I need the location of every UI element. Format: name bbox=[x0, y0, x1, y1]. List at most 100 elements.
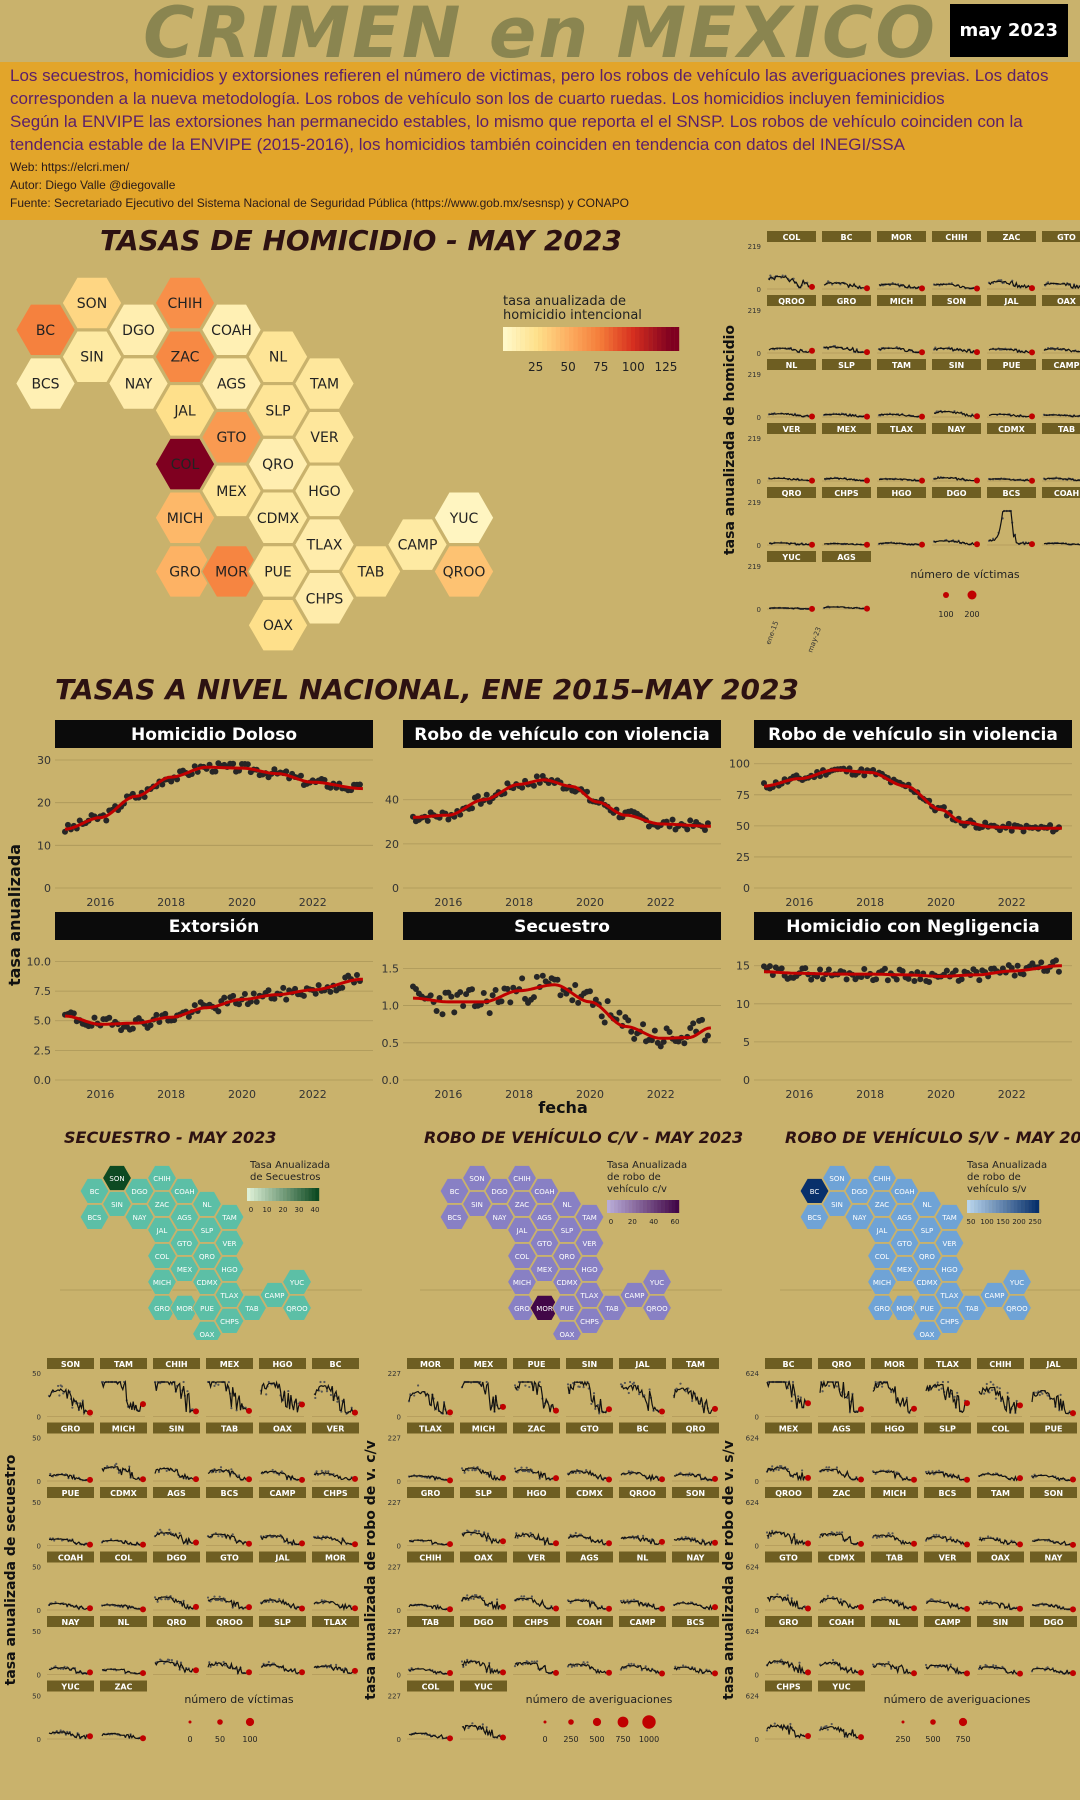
panel-point bbox=[992, 1383, 995, 1386]
panel-point bbox=[776, 1661, 779, 1664]
panel-label-yuc: YUC bbox=[831, 1683, 850, 1692]
panel-point bbox=[516, 1536, 519, 1539]
panel-ytop: 219 bbox=[748, 435, 761, 443]
state-label-cdmx: CDMX bbox=[916, 1279, 937, 1287]
panel-trend bbox=[48, 1538, 89, 1546]
panel-last-point bbox=[140, 1541, 146, 1548]
legend-color-step bbox=[1031, 1200, 1036, 1213]
panel-point bbox=[825, 1466, 828, 1469]
data-point bbox=[489, 992, 496, 999]
legend-color-step bbox=[507, 327, 512, 351]
state-hex-yuc bbox=[281, 1268, 313, 1295]
y-tick: 5 bbox=[743, 1036, 750, 1049]
state-hex-dgo bbox=[484, 1177, 515, 1204]
legend-color-step bbox=[516, 327, 521, 351]
legend-tick: 200 bbox=[1012, 1218, 1025, 1226]
data-point bbox=[297, 772, 304, 779]
panel-trend bbox=[988, 478, 1031, 482]
panel-last-point bbox=[805, 1474, 811, 1481]
panel-point bbox=[891, 1532, 894, 1535]
panel-point bbox=[324, 1470, 327, 1473]
state-label-gro: GRO bbox=[169, 564, 201, 580]
panel-point bbox=[632, 1663, 636, 1666]
data-point bbox=[159, 781, 166, 788]
panel-trend bbox=[988, 348, 1031, 354]
panel-label-chps: CHPS bbox=[323, 1489, 347, 1498]
panel-last-point bbox=[352, 1667, 358, 1674]
state-hex-zac bbox=[866, 1190, 898, 1217]
panel-point bbox=[520, 1595, 523, 1598]
state-hex-gro bbox=[146, 1294, 178, 1321]
panel-point bbox=[990, 1389, 994, 1392]
state-label-col: COL bbox=[515, 1253, 529, 1261]
panel-label-sin: SIN bbox=[169, 1425, 184, 1434]
legend-title-line: Tasa Anualizada bbox=[249, 1160, 330, 1171]
state-label-zac: ZAC bbox=[155, 1201, 169, 1209]
legend-label: 0 bbox=[542, 1735, 547, 1744]
state-hex-cdmx bbox=[551, 1268, 583, 1295]
data-point bbox=[604, 998, 611, 1005]
state-label-mex: MEX bbox=[177, 1266, 192, 1274]
panel-last-point bbox=[447, 1409, 453, 1416]
legend-tick: 40 bbox=[649, 1218, 658, 1226]
state-hex-slp bbox=[247, 383, 309, 438]
panel-trend bbox=[823, 282, 866, 290]
panel-point bbox=[777, 1468, 780, 1472]
state-hex-ver bbox=[214, 1229, 245, 1256]
panel-point bbox=[578, 1385, 581, 1388]
panel-label-slp: SLP bbox=[838, 361, 855, 370]
panel-trend bbox=[872, 1534, 913, 1546]
panel-trend bbox=[514, 1597, 554, 1610]
panel-strip bbox=[100, 1487, 147, 1498]
panel-trend bbox=[461, 1531, 502, 1545]
panel-trend bbox=[823, 413, 866, 418]
panel-trend bbox=[933, 476, 975, 482]
panel-strip bbox=[767, 551, 816, 562]
panel-label-camp: CAMP bbox=[1054, 361, 1080, 370]
panel-trend bbox=[673, 1666, 713, 1675]
panel-last-point bbox=[87, 1409, 93, 1416]
panel-label-jal: JAL bbox=[274, 1554, 289, 1563]
state-label-hgo: HGO bbox=[221, 1266, 238, 1274]
data-point bbox=[699, 1016, 706, 1023]
panel-trend bbox=[207, 1661, 248, 1675]
panel-label-mich: MICH bbox=[112, 1425, 136, 1434]
panel-point bbox=[163, 1533, 166, 1536]
panel-label-gto: GTO bbox=[580, 1425, 599, 1434]
state-label-oax: OAX bbox=[920, 1331, 935, 1339]
panel-trend bbox=[514, 1661, 555, 1674]
panel-yzero: 0 bbox=[755, 1414, 759, 1422]
legend-tick: 100 bbox=[980, 1218, 993, 1226]
data-point bbox=[539, 772, 546, 779]
state-hex-chih bbox=[154, 276, 216, 330]
state-label-dgo: DGO bbox=[122, 323, 155, 339]
state-hex-oax bbox=[247, 598, 309, 652]
state-hex-dgo bbox=[107, 303, 170, 357]
small-multiples-ylabel: tasa anualizada de homicidio bbox=[722, 325, 738, 555]
panel-point bbox=[327, 1470, 330, 1473]
panel-trend bbox=[769, 607, 810, 610]
panel-last-point bbox=[974, 541, 980, 548]
web-link[interactable]: Web: https://elcri.men/ bbox=[10, 160, 130, 174]
panel-point bbox=[874, 1472, 877, 1476]
panel-label-oax: OAX bbox=[1057, 297, 1077, 306]
chart-title: Robo de vehículo sin violencia bbox=[768, 725, 1058, 745]
panel-strip bbox=[987, 231, 1036, 242]
panel-label-nl: NL bbox=[889, 1618, 901, 1627]
legend-tick: 0 bbox=[249, 1206, 253, 1214]
state-label-qro: QRO bbox=[199, 1253, 215, 1261]
panel-point bbox=[231, 1533, 234, 1536]
state-label-chih: CHIH bbox=[513, 1175, 530, 1183]
panel-point bbox=[988, 1391, 991, 1394]
legend-label: 250 bbox=[895, 1735, 910, 1744]
panel-point bbox=[470, 1533, 473, 1536]
state-label-nl: NL bbox=[202, 1201, 211, 1209]
y-tick: 10 bbox=[736, 998, 750, 1011]
panel-point bbox=[1038, 1393, 1041, 1397]
panel-last-point bbox=[864, 349, 870, 356]
x-tick: 2018 bbox=[856, 1088, 884, 1101]
panel-trend bbox=[1043, 477, 1080, 482]
panel-trend bbox=[766, 1723, 807, 1739]
legend-color-step bbox=[1021, 1200, 1025, 1213]
panel-label-nl: NL bbox=[637, 1554, 649, 1563]
